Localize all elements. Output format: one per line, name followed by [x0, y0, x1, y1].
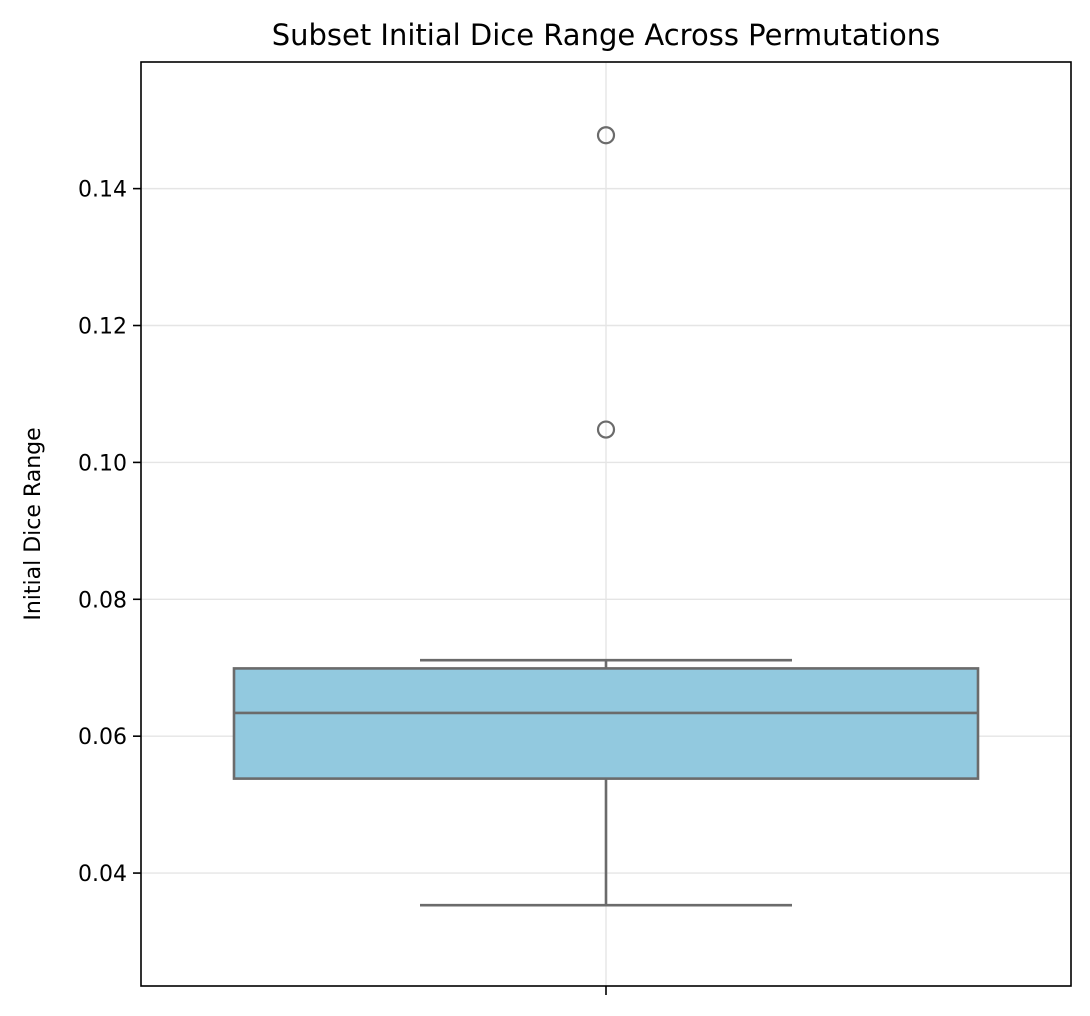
chart-title: Subset Initial Dice Range Across Permuta…	[272, 18, 941, 52]
outlier-point	[596, 126, 616, 145]
y-tick-label: 0.08	[78, 588, 127, 613]
y-tick-label: 0.10	[78, 451, 127, 476]
y-tick-label: 0.04	[78, 862, 127, 887]
y-tick-label: 0.14	[78, 178, 127, 203]
outlier-point	[596, 420, 616, 439]
y-tick-label: 0.12	[78, 315, 127, 340]
y-tick-label: 0.06	[78, 725, 127, 750]
y-axis-label: Initial Dice Range	[21, 427, 46, 620]
iqr-box	[232, 667, 980, 780]
box-layer	[232, 126, 980, 907]
y-axis: 0.04 0.06 0.08 0.10 0.12 0.14	[78, 178, 141, 887]
